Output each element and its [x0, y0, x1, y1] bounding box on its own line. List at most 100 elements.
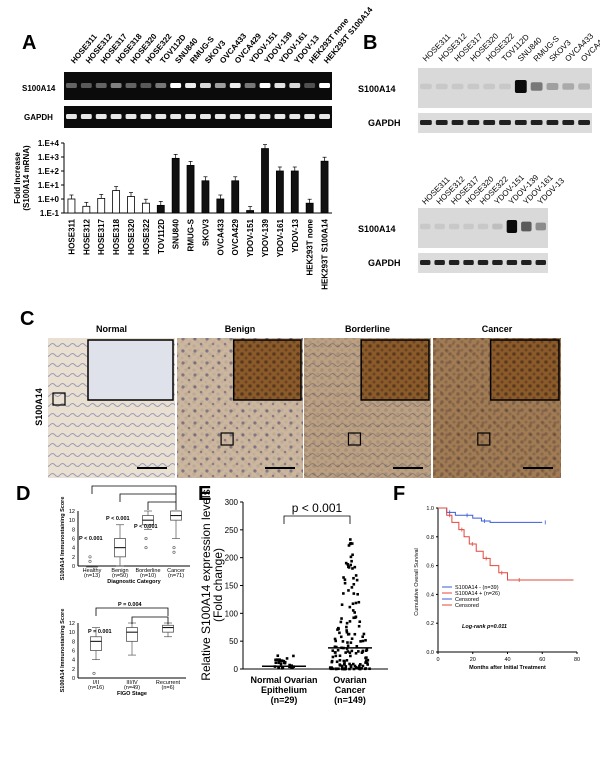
- bar-mark: [275, 170, 284, 214]
- box-y-tick-label: 4: [72, 546, 75, 552]
- panel-label-e: E: [198, 483, 211, 505]
- dot-point: [338, 658, 342, 662]
- dot-point: [352, 616, 356, 620]
- dot-point: [352, 667, 356, 671]
- dot-point: [330, 659, 334, 663]
- panel-label-c: C: [20, 308, 34, 330]
- dot-point: [277, 665, 280, 669]
- box-y-tick-label: 6: [72, 537, 75, 543]
- box-y-tick-label: 0: [72, 676, 75, 682]
- dot-annotation: p < 0.001: [292, 501, 343, 515]
- dot-point: [353, 616, 357, 619]
- bar-category-label: TOV112D: [157, 219, 166, 254]
- box-y-tick-label: 2: [72, 555, 75, 561]
- bar-mark: [261, 148, 269, 214]
- bar-mark: [290, 170, 299, 214]
- dot-point: [334, 654, 338, 658]
- bar-y-tick-label: 1.E+0: [38, 195, 60, 204]
- bar-chart-panel-a: 1.E+4 1.E+3 1.E+2 1.E+1 1.E+0 1.E-1 Fold Incre…: [13, 139, 332, 290]
- dot-point: [334, 645, 338, 649]
- blot-band-gapdh: [492, 260, 503, 265]
- dot-point: [339, 620, 343, 624]
- dot-point: [282, 659, 286, 663]
- dot-point: [353, 664, 357, 668]
- dot-point: [342, 592, 345, 595]
- gel-band-gapdh: [259, 114, 271, 119]
- box-y-axis-label: S100A14 Immunostaining Score: [60, 609, 66, 693]
- bar-mark: [231, 180, 240, 214]
- dot-point: [283, 661, 287, 665]
- dot-point: [361, 650, 365, 653]
- dot-point: [340, 603, 344, 607]
- dot-y-tick-label: 0: [234, 665, 239, 674]
- dot-point: [331, 649, 335, 652]
- blot-band-gapdh: [467, 120, 480, 125]
- box-outlier: [92, 671, 96, 675]
- blot-band-gapdh: [420, 120, 432, 125]
- gel-band-s100a14: [80, 83, 92, 88]
- bar-mark: [171, 157, 180, 214]
- dot-point: [275, 658, 279, 661]
- dot-point: [349, 555, 353, 559]
- blot-band-gapdh: [477, 260, 489, 265]
- box-y-tick-label: 8: [72, 527, 75, 533]
- blot-band-s100a14: [521, 221, 532, 232]
- blot-band-s100a14: [514, 80, 527, 93]
- histology-inset: [360, 339, 430, 401]
- blot-band-gapdh: [483, 120, 496, 125]
- panel-label-d: D: [16, 483, 30, 505]
- dot-point: [357, 600, 361, 604]
- dot-point: [350, 559, 353, 563]
- dot-point: [353, 565, 357, 569]
- bar-mark: [216, 198, 225, 214]
- box-category-label: Borderline (n=10): [135, 568, 160, 579]
- dot-y-tick-label: 50: [229, 637, 238, 646]
- blot-band-s100a14: [467, 83, 480, 90]
- dot-point: [336, 628, 339, 631]
- box-outlier: [172, 546, 176, 550]
- km-x-tick-label: 40: [504, 657, 510, 663]
- gel-band-s100a14: [289, 83, 301, 88]
- dot-point: [353, 611, 356, 614]
- dot-point: [340, 665, 344, 669]
- gel-band-gapdh: [214, 114, 226, 119]
- km-x-tick-label: 20: [470, 657, 476, 663]
- gel-band-s100a14: [185, 83, 196, 88]
- dot-y-tick-label: 200: [225, 554, 239, 563]
- dot-point: [354, 651, 358, 655]
- gel-band-gapdh: [244, 114, 256, 119]
- box-y-tick-label: 0: [72, 564, 75, 570]
- dot-category-label: Ovarian Cancer (n=149): [333, 675, 367, 705]
- bar-y-tick-label: 1.E-1: [40, 209, 60, 218]
- dot-point: [291, 666, 294, 670]
- box-y-tick-label: 10: [69, 518, 75, 524]
- blot-band-gapdh: [521, 260, 532, 265]
- gel-band-gapdh: [66, 114, 77, 119]
- dot-point: [344, 665, 348, 668]
- dot-point: [347, 565, 350, 569]
- dot-point: [366, 663, 369, 666]
- dot-point: [353, 632, 357, 636]
- dot-point: [345, 659, 349, 662]
- bar-y-axis-label: Fold Increase(S100A14 mRNA): [13, 145, 31, 211]
- bar-mark: [246, 210, 255, 214]
- km-y-tick-label: 0.4: [426, 592, 434, 598]
- dot-point: [342, 659, 346, 663]
- bar-category-label: HEK293T none: [306, 218, 315, 275]
- dot-point: [338, 654, 342, 658]
- dot-point: [360, 667, 363, 670]
- dot-point: [366, 658, 370, 662]
- dot-point: [339, 635, 343, 639]
- blot-band-s100a14: [562, 83, 575, 90]
- gel-band-s100a14: [125, 83, 137, 88]
- bar-category-label: HOSE318: [112, 218, 121, 255]
- dot-point: [364, 659, 368, 663]
- dot-point: [364, 667, 368, 670]
- gel-band-gapdh: [185, 114, 196, 119]
- dot-point: [348, 620, 352, 623]
- box-category-label: III/IV (n=49): [124, 680, 140, 691]
- histology-title: Benign: [225, 324, 256, 334]
- box-category-label: Healthy (n=13): [83, 568, 102, 579]
- histology-inset: [489, 339, 560, 401]
